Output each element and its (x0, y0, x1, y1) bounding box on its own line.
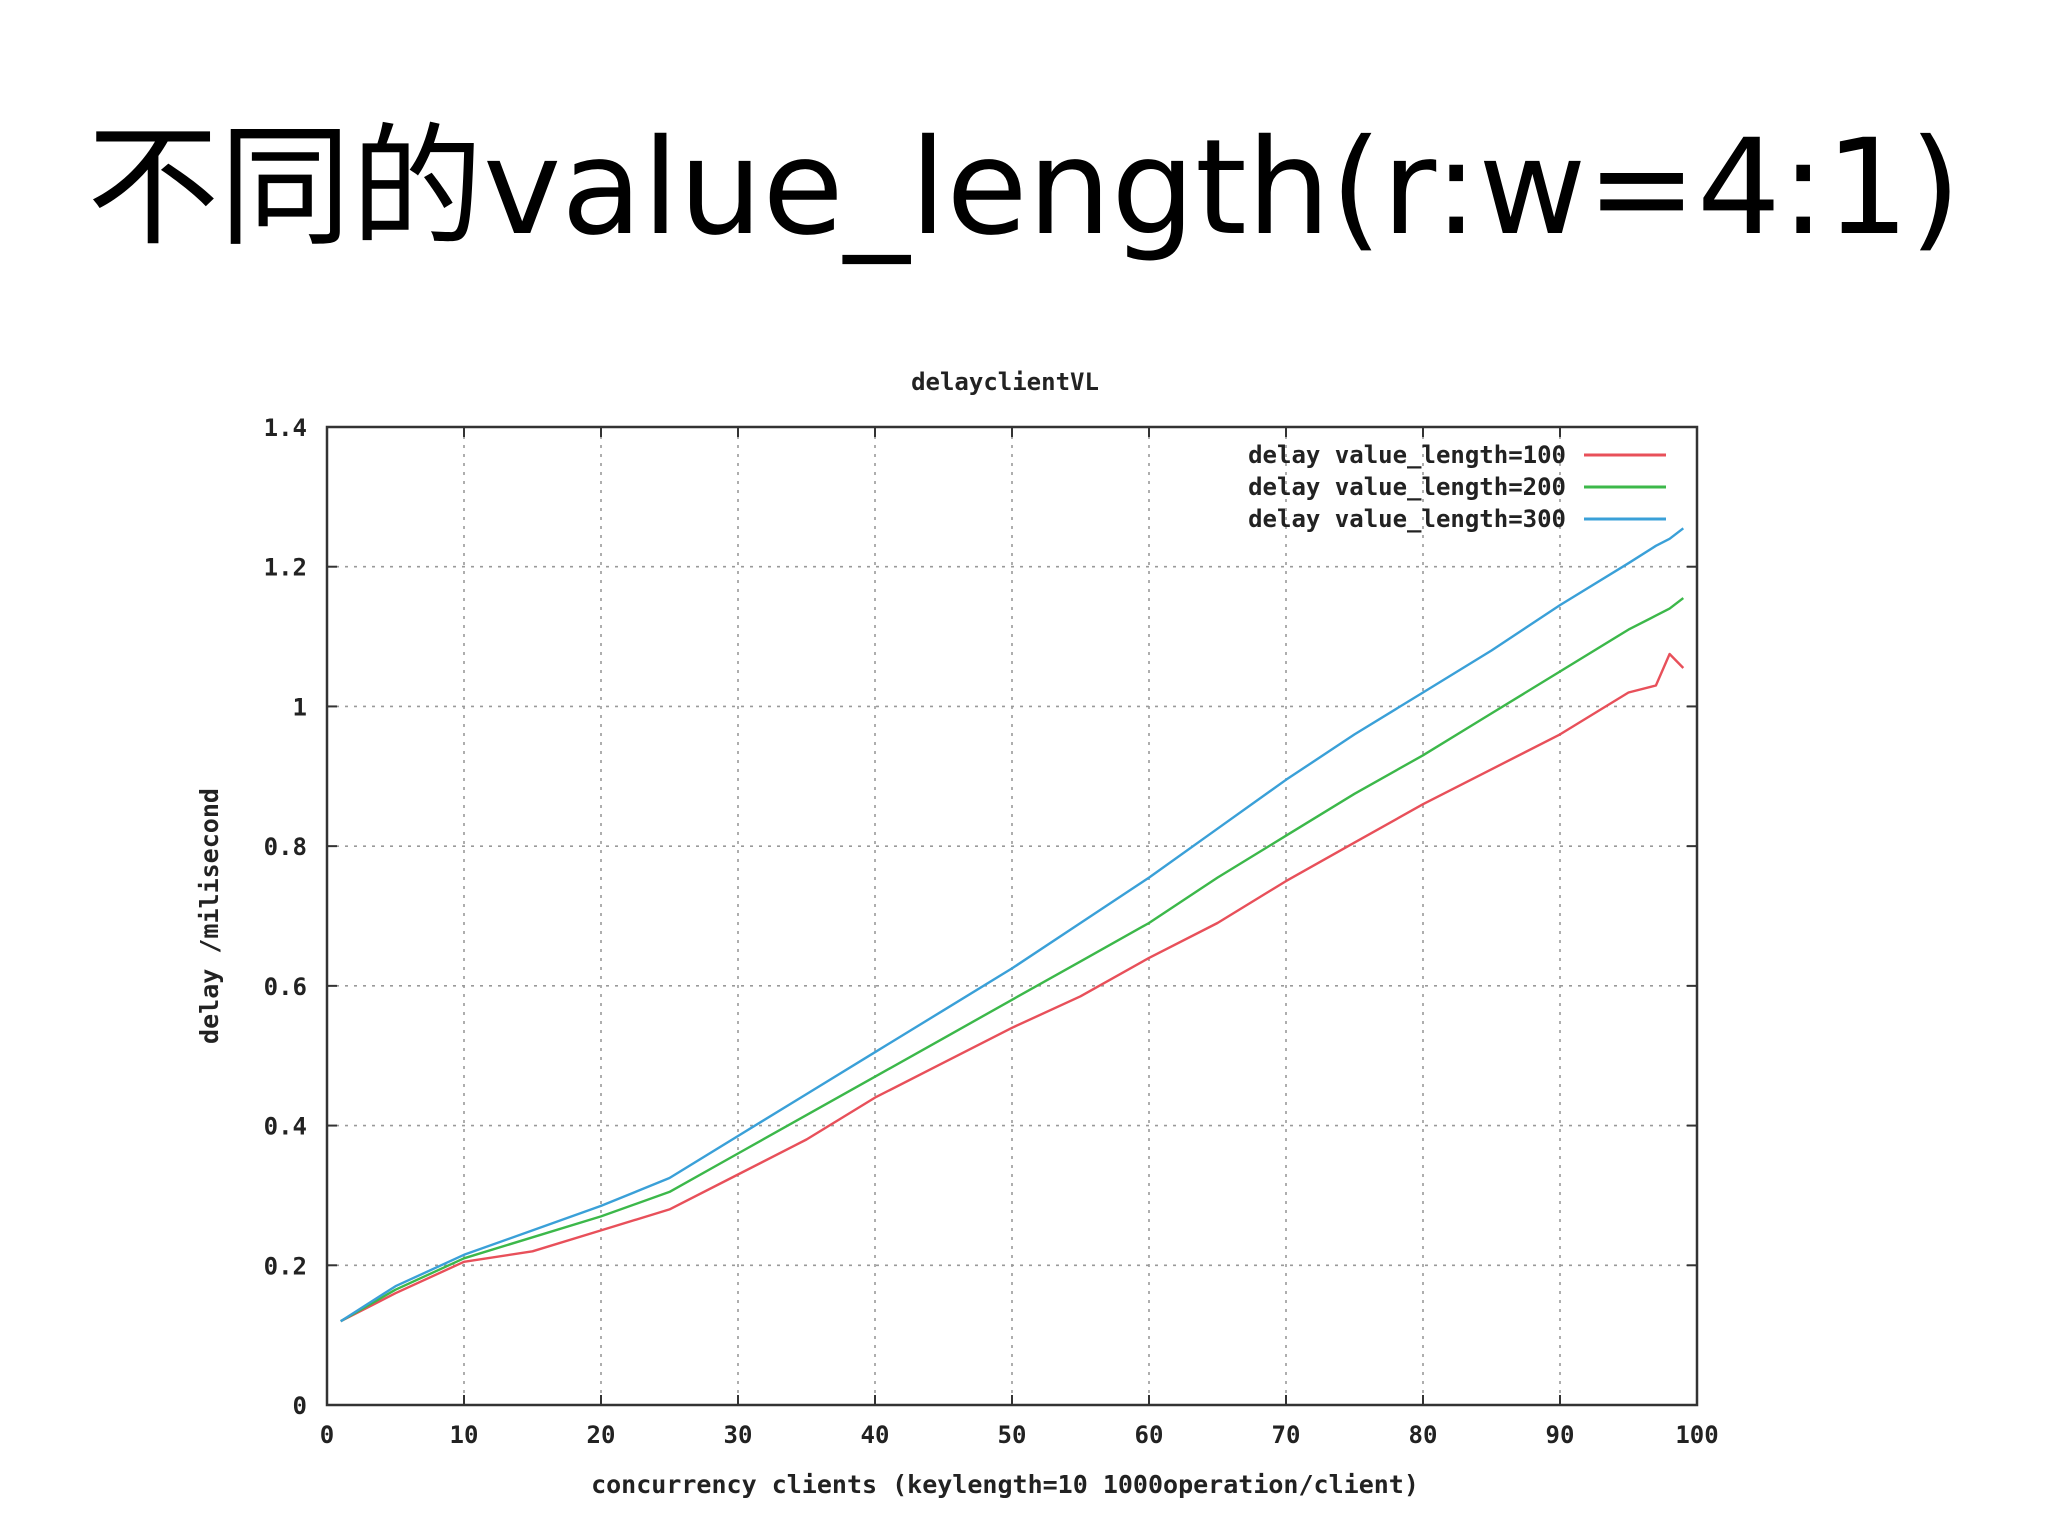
legend-label: delay value_length=100 (1248, 441, 1566, 469)
x-tick-label: 0 (320, 1421, 334, 1449)
x-tick-label: 10 (450, 1421, 479, 1449)
slide-title: 不同的value_length(r:w=4:1) (87, 111, 1961, 265)
x-tick-label: 70 (1272, 1421, 1301, 1449)
series-line-1 (340, 652, 1685, 1323)
y-tick-label: 0.2 (264, 1252, 307, 1280)
x-tick-label: 100 (1675, 1421, 1718, 1449)
x-axis-label: concurrency clients (keylength=10 1000op… (591, 1470, 1419, 1499)
y-tick-label: 0.6 (264, 973, 307, 1001)
y-tick-label: 1.2 (264, 554, 307, 582)
legend-label: delay value_length=200 (1248, 473, 1566, 501)
y-tick-label: 0 (293, 1392, 307, 1420)
y-tick-label: 1 (293, 693, 307, 721)
series-line-3 (340, 527, 1685, 1323)
x-tick-label: 60 (1135, 1421, 1164, 1449)
x-tick-label: 80 (1409, 1421, 1438, 1449)
y-tick-label: 1.4 (264, 414, 307, 442)
x-tick-label: 40 (861, 1421, 890, 1449)
x-tick-label: 50 (998, 1421, 1027, 1449)
legend-label: delay value_length=300 (1248, 505, 1566, 533)
axis-ticks: 0 10 20 30 40 50 60 70 80 90 100 0 0.2 0.4 0.6 0.8 1 1.2 1… (264, 414, 1719, 1449)
series-line-2 (340, 597, 1685, 1323)
y-axis-label: delay /milisecond (195, 788, 224, 1044)
y-tick-label: 0.8 (264, 833, 307, 861)
x-tick-label: 30 (724, 1421, 753, 1449)
chart-title: delayclientVL (911, 368, 1099, 396)
x-tick-label: 20 (587, 1421, 616, 1449)
grid (327, 427, 1697, 1405)
y-tick-label: 0.4 (264, 1113, 307, 1141)
series-lines (340, 527, 1685, 1323)
x-tick-label: 90 (1546, 1421, 1575, 1449)
